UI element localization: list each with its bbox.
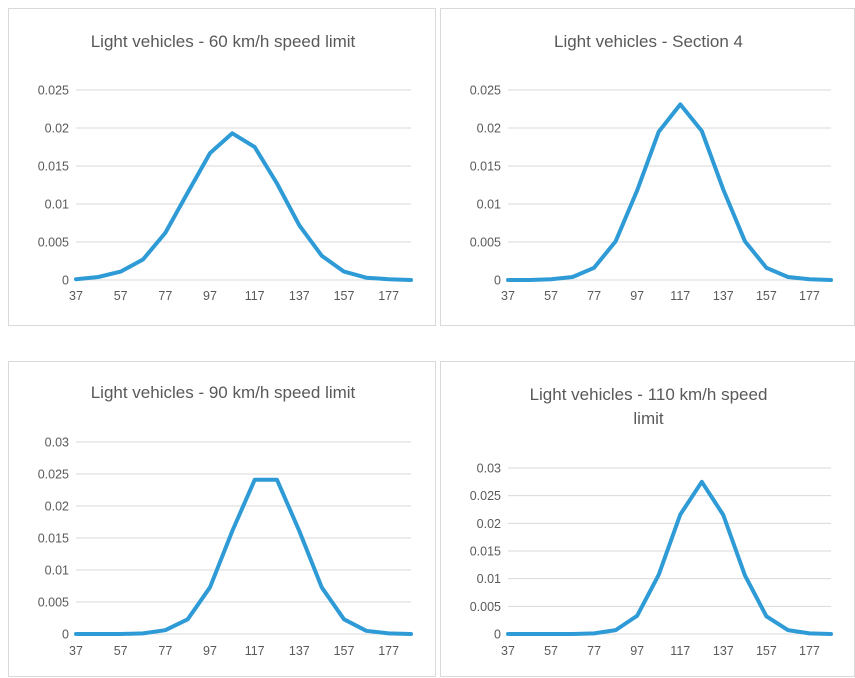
x-tick-label: 157: [756, 644, 777, 658]
x-tick-label: 57: [114, 289, 128, 303]
x-tick-label: 137: [713, 644, 734, 658]
x-tick-label: 137: [289, 289, 310, 303]
y-tick-label: 0.025: [38, 84, 69, 98]
x-tick-label: 117: [245, 644, 265, 658]
y-tick-label: 0: [62, 274, 69, 288]
y-tick-label: 0.005: [470, 236, 501, 250]
chart-svg: Light vehicles - 60 km/h speed limit 0 0.0…: [38, 32, 413, 303]
x-tick-label: 77: [158, 289, 172, 303]
y-tick-label: 0.015: [38, 160, 69, 174]
x-tick-label: 177: [378, 289, 399, 303]
chart-title: Light vehicles - 60 km/h speed limit: [91, 32, 356, 51]
x-tick-label: 177: [799, 644, 820, 658]
series-line: [74, 131, 413, 282]
x-tick-label: 77: [587, 289, 601, 303]
series-line: [506, 102, 833, 282]
y-tick-label: 0.015: [38, 532, 69, 546]
x-tick-label: 97: [203, 644, 217, 658]
x-tick-label: 77: [587, 644, 601, 658]
series-line: [74, 477, 413, 636]
x-tick-label: 57: [544, 289, 558, 303]
y-tick-label: 0.03: [45, 436, 69, 450]
x-tick-label: 57: [114, 644, 128, 658]
x-tick-label: 117: [670, 289, 690, 303]
chart-svg: Light vehicles - 110 km/h speed limit 0 0.0…: [470, 385, 833, 658]
y-tick-label: 0.005: [38, 236, 69, 250]
x-tick-label: 157: [334, 289, 355, 303]
y-tick-label: 0.005: [38, 596, 69, 610]
x-tick-label: 37: [501, 644, 515, 658]
x-tick-label: 97: [630, 289, 644, 303]
series-line: [506, 479, 833, 636]
chart-panel-section4: Light vehicles - Section 4 0 0.005 0.01 0.01…: [440, 8, 855, 326]
y-tick-label: 0: [494, 628, 501, 642]
chart-panel-110kmh: Light vehicles - 110 km/h speed limit 0 0.0…: [440, 361, 855, 677]
y-tick-label: 0.015: [470, 160, 501, 174]
y-tick-label: 0: [62, 628, 69, 642]
x-tick-label: 37: [69, 644, 83, 658]
y-tick-label: 0.025: [38, 468, 69, 482]
x-tick-label: 77: [158, 644, 172, 658]
x-tick-label: 117: [245, 289, 265, 303]
x-tick-label: 137: [289, 644, 310, 658]
y-tick-label: 0.02: [477, 517, 501, 531]
y-tick-label: 0.025: [470, 489, 501, 503]
chart-title: Light vehicles - 90 km/h speed limit: [91, 383, 356, 402]
chart-panel-90kmh: Light vehicles - 90 km/h speed limit 0 0.0…: [8, 361, 436, 677]
y-tick-label: 0.02: [45, 500, 69, 514]
x-tick-label: 97: [630, 644, 644, 658]
x-tick-label: 157: [756, 289, 777, 303]
x-tick-label: 37: [69, 289, 83, 303]
y-tick-label: 0.01: [45, 198, 69, 212]
chart-svg: Light vehicles - 90 km/h speed limit 0 0.0…: [38, 383, 413, 658]
y-tick-label: 0.025: [470, 84, 501, 98]
y-tick-label: 0.015: [470, 545, 501, 559]
y-tick-label: 0.01: [45, 564, 69, 578]
y-tick-label: 0: [494, 274, 501, 288]
chart-panel-60kmh: Light vehicles - 60 km/h speed limit 0 0.0…: [8, 8, 436, 326]
y-tick-label: 0.01: [477, 198, 501, 212]
chart-title: Light vehicles - 110 km/h speed: [530, 385, 768, 404]
x-tick-label: 137: [713, 289, 734, 303]
x-tick-label: 177: [378, 644, 399, 658]
y-tick-label: 0.02: [45, 122, 69, 136]
x-tick-label: 117: [670, 644, 690, 658]
y-tick-label: 0.03: [477, 462, 501, 476]
x-tick-label: 157: [334, 644, 355, 658]
x-tick-label: 37: [501, 289, 515, 303]
y-tick-label: 0.02: [477, 122, 501, 136]
x-tick-label: 57: [544, 644, 558, 658]
chart-svg: Light vehicles - Section 4 0 0.005 0.01 0.01…: [470, 32, 833, 303]
y-tick-label: 0.005: [470, 600, 501, 614]
chart-title: limit: [633, 409, 663, 428]
y-tick-label: 0.01: [477, 572, 501, 586]
x-tick-label: 97: [203, 289, 217, 303]
chart-title: Light vehicles - Section 4: [554, 32, 743, 51]
x-tick-label: 177: [799, 289, 820, 303]
